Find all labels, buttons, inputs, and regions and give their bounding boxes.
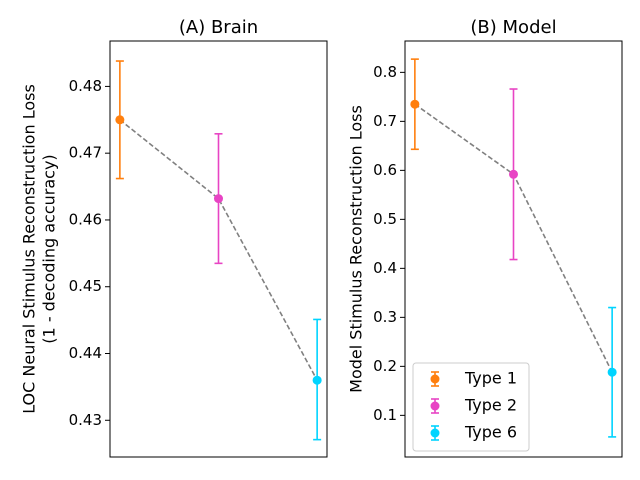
brain-ytick-label: 0.44 [69,344,102,362]
model-ylabel-line-0: Model Stimulus Reconstruction Loss [347,105,366,393]
model-title: (B) Model [470,17,556,38]
model-ytick-label: 0.5 [373,210,397,228]
brain-ylabel-line-0: LOC Neural Stimulus Reconstruction Loss [20,84,39,414]
model-ytick-label: 0.2 [373,357,397,375]
model-ytick-label: 0.3 [373,308,397,326]
model-ytick-label: 0.1 [373,406,397,424]
brain-ytick-label: 0.46 [69,210,102,228]
legend-marker-type-2 [430,401,440,411]
legend-marker-type-1 [430,374,440,384]
panel-brain: (A) Brain LOC Neural Stimulus Reconstruct… [20,17,328,458]
legend-marker-type-6 [430,428,440,438]
brain-ytick-label: 0.43 [69,411,102,429]
legend-label-type-6: Type 6 [464,423,517,442]
brain-ytick-label: 0.47 [69,144,102,162]
model-ytick-label: 0.8 [373,63,397,81]
model-axes-frame [404,40,623,458]
brain-axes-frame [109,40,328,458]
brain-ytick-label: 0.48 [69,77,102,95]
model-ytick-label: 0.4 [373,259,397,277]
model-ytick-label: 0.6 [373,161,397,179]
model-ytick-label: 0.7 [373,112,397,130]
brain-ylabel-line-1: (1 - decoding accuracy) [40,154,59,343]
brain-point-type-6 [312,375,322,385]
brain-title: (A) Brain [179,17,258,38]
panel-model: (B) Model Model Stimulus Reconstruction L… [347,17,623,458]
legend-box [412,362,530,452]
model-point-type-2 [509,169,518,179]
brain-ytick-label: 0.45 [69,277,102,295]
model-point-type-1 [410,99,420,109]
legend-label-type-1: Type 1 [464,369,517,388]
legend-label-type-2: Type 2 [464,396,517,415]
brain-point-type-1 [115,115,125,125]
model-point-type-6 [607,367,617,377]
brain-point-type-2 [214,194,223,204]
brain-connect-line [119,119,318,381]
